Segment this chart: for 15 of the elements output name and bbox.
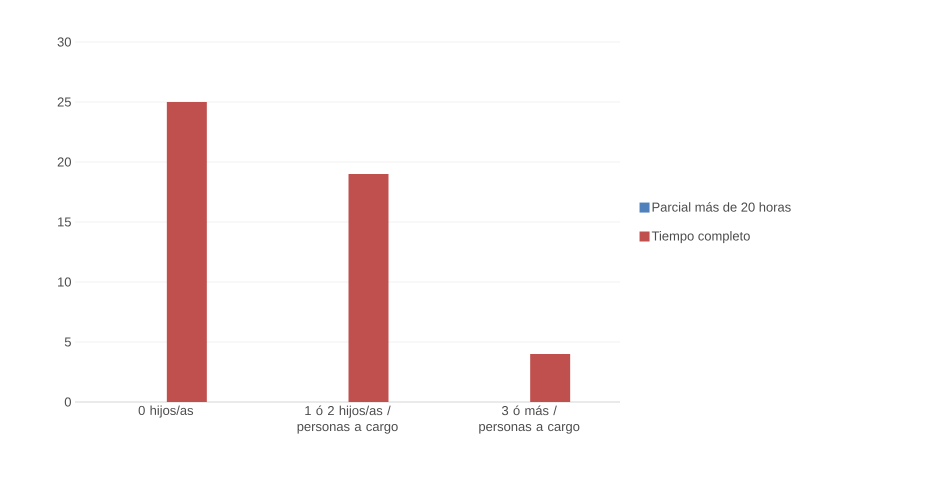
y-tick-label: 30 (58, 37, 71, 47)
legend-label: Tiempo completo (652, 231, 750, 244)
y-tick-label: 25 (58, 97, 71, 107)
bar (530, 354, 570, 402)
x-tick-label: 1 ó 2 hijos/as / personas a cargo (298, 406, 398, 434)
y-tick-label: 0 (64, 397, 71, 407)
y-tick-label: 20 (58, 157, 71, 167)
bar (166, 102, 207, 402)
y-tick-label: 5 (64, 337, 71, 347)
x-tick-label: 3 ó más / personas a cargo (479, 406, 580, 434)
x-tick-label: 0 hijos/as (138, 406, 194, 418)
y-tick-label: 15 (58, 217, 71, 227)
bar (348, 174, 388, 402)
legend-label: Parcial más de 20 horas (652, 202, 791, 212)
y-tick-label: 10 (58, 277, 71, 287)
